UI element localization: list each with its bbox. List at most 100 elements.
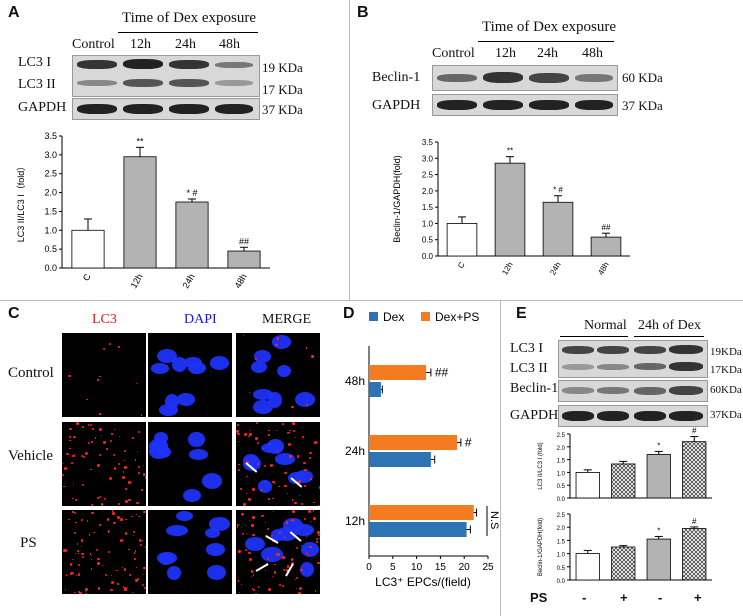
panel-e-ps-2: - xyxy=(658,590,663,605)
lc3-puncta xyxy=(98,428,102,431)
bar xyxy=(646,454,671,499)
lc3-puncta xyxy=(288,432,290,434)
lc3-puncta xyxy=(124,587,127,590)
panel-e-row-2: Beclin-1 xyxy=(510,381,559,396)
micrograph-tile xyxy=(148,510,232,594)
significance-label: * # xyxy=(553,186,563,195)
lc3-puncta xyxy=(307,554,310,556)
y-axis-label: LC3 II/LC3 I (fold) xyxy=(538,442,544,489)
lc3-puncta xyxy=(304,485,306,487)
lc3-puncta xyxy=(136,567,138,569)
significance-label: # xyxy=(692,427,697,436)
nucleus xyxy=(156,348,177,363)
lc3-puncta xyxy=(278,531,281,534)
lc3-puncta xyxy=(243,433,247,436)
lc3-puncta xyxy=(135,579,139,582)
lc3-puncta xyxy=(313,501,316,504)
lc3-puncta xyxy=(142,583,145,586)
lc3-puncta xyxy=(69,439,72,442)
lc3-puncta xyxy=(125,499,129,503)
lc3-puncta xyxy=(128,498,131,502)
lc3-puncta xyxy=(290,561,294,565)
lc3-puncta xyxy=(71,462,73,464)
lc3-puncta xyxy=(318,537,320,539)
chart-d: Dex Dex+PS 0 5 10 15 20 25 48h ## 24h #12h N.S LC3⁺ E… xyxy=(345,310,500,589)
lc3-puncta xyxy=(297,592,301,594)
lc3-puncta xyxy=(118,502,121,505)
significance-label: * xyxy=(657,441,660,450)
lc3-puncta xyxy=(102,565,104,567)
lc3-puncta xyxy=(236,526,239,529)
nucleus xyxy=(261,547,283,562)
nucleus xyxy=(159,404,179,416)
significance-label: ## xyxy=(435,366,449,380)
panel-e-kda-0: 19KDa xyxy=(710,346,742,358)
lc3-puncta xyxy=(295,587,298,590)
lc3-puncta xyxy=(109,440,112,443)
lc3-puncta xyxy=(291,499,294,501)
panel-c-col-0: LC3 xyxy=(92,312,117,327)
lc3-puncta xyxy=(309,451,312,455)
lc3-puncta xyxy=(86,520,89,523)
band xyxy=(597,387,629,394)
lc3-puncta xyxy=(245,525,247,527)
panel-e-group-0-line xyxy=(560,336,628,337)
panel-letter-d: D xyxy=(343,305,355,322)
lc3-puncta xyxy=(120,539,123,542)
lc3-puncta xyxy=(264,522,266,524)
western-blot-e-gapdh xyxy=(558,405,708,427)
bar-dex xyxy=(369,382,381,397)
lc3-puncta xyxy=(81,552,84,556)
lc3-puncta xyxy=(71,558,74,561)
nucleus xyxy=(201,473,223,490)
lc3-puncta xyxy=(311,355,314,358)
lc3-puncta xyxy=(97,562,101,565)
nucleus xyxy=(261,442,282,454)
y-tick-label: 2.5 xyxy=(44,169,57,179)
nucleus xyxy=(294,391,316,408)
panel-a-row-2: GAPDH xyxy=(18,100,67,115)
x-tick-label: 48h xyxy=(233,272,249,290)
lc3-puncta xyxy=(103,498,107,501)
lc3-puncta xyxy=(112,512,116,515)
lc3-puncta xyxy=(76,574,78,576)
lc3-puncta xyxy=(302,436,305,439)
nucleus xyxy=(182,488,201,502)
nucleus xyxy=(189,449,208,460)
y-tick-label: 3.5 xyxy=(422,138,434,147)
lc3-puncta xyxy=(252,533,256,537)
x-tick-label: 20 xyxy=(459,562,471,573)
significance-label: # xyxy=(692,517,697,526)
lc3-puncta xyxy=(134,459,137,461)
bar xyxy=(611,463,636,499)
lc3-puncta xyxy=(278,485,281,488)
lc3-puncta xyxy=(142,473,146,476)
x-tick-label: 24h xyxy=(181,272,197,290)
bar-dex-ps xyxy=(369,365,427,380)
legend-label: Dex xyxy=(383,310,404,324)
lc3-puncta xyxy=(111,433,113,435)
lc3-puncta xyxy=(286,492,288,494)
lc3-puncta xyxy=(110,574,112,576)
lc3-puncta xyxy=(312,510,314,512)
significance-label: * xyxy=(657,526,660,535)
lc3-puncta xyxy=(103,441,106,444)
lc3-puncta xyxy=(124,460,126,462)
lc3-puncta xyxy=(316,541,319,544)
lc3-puncta xyxy=(300,544,302,546)
lc3-puncta xyxy=(287,432,290,435)
lc3-puncta xyxy=(271,536,273,538)
lc3-puncta xyxy=(236,524,239,527)
lc3-puncta xyxy=(113,454,116,457)
x-axis-label: LC3⁺ EPCs/(field) xyxy=(375,575,471,589)
lc3-puncta xyxy=(240,583,243,586)
lc3-puncta xyxy=(142,465,144,467)
band xyxy=(169,104,209,114)
lc3-puncta xyxy=(143,510,146,514)
lc3-puncta xyxy=(122,586,125,589)
lc3-puncta xyxy=(245,532,248,535)
nucleus xyxy=(207,565,226,581)
lc3-puncta xyxy=(69,435,72,438)
band xyxy=(77,60,117,69)
significance-label: ## xyxy=(239,236,249,246)
